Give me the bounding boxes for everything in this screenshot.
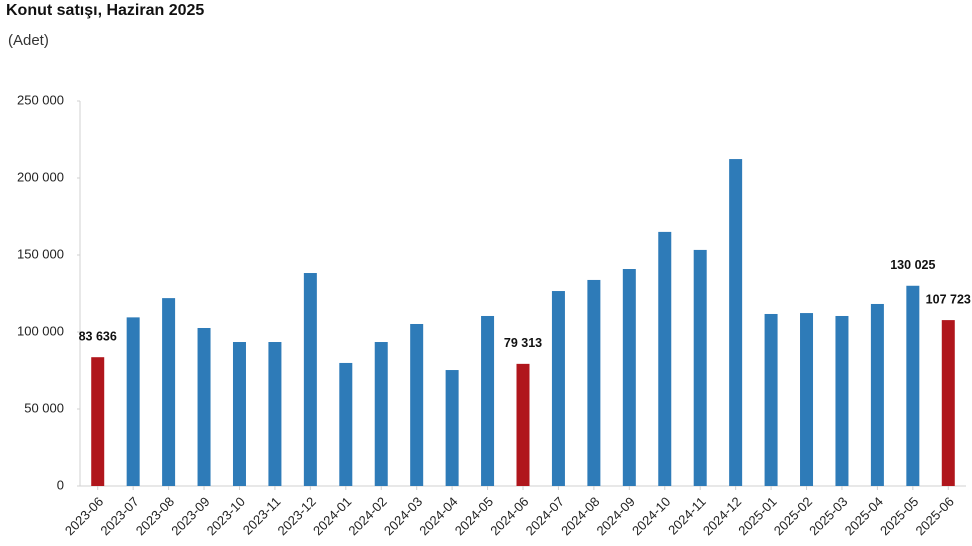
bar (410, 323, 424, 486)
chart-title: Konut satışı, Haziran 2025 (6, 2, 204, 19)
bar (162, 298, 176, 486)
bar (870, 303, 884, 486)
bar (268, 342, 282, 486)
bar (764, 313, 778, 486)
x-tick-label: 2023-06 (62, 494, 106, 538)
bar (339, 362, 353, 486)
x-tick-label: 2024-07 (523, 494, 567, 538)
x-tick-label: 2024-09 (594, 494, 638, 538)
x-tick-label: 2024-05 (452, 494, 496, 538)
bar (126, 317, 140, 486)
bar (481, 315, 495, 486)
x-tick-label: 2025-06 (912, 494, 956, 538)
y-tick-label: 150 000 (17, 246, 64, 261)
x-tick-label: 2025-02 (771, 494, 815, 538)
y-tick-label: 250 000 (17, 92, 64, 107)
x-tick-label: 2023-09 (168, 494, 212, 538)
bar (906, 285, 920, 486)
x-tick-label: 2024-01 (310, 494, 354, 538)
x-tick-label: 2024-10 (629, 494, 673, 538)
x-tick-label: 2024-06 (487, 494, 531, 538)
x-tick-label: 2023-07 (97, 494, 141, 538)
bar (303, 273, 317, 486)
bar (658, 231, 672, 486)
chart-subtitle: (Adet) (8, 32, 49, 49)
x-tick-label: 2025-04 (842, 494, 886, 538)
bar (91, 357, 105, 486)
x-tick-label: 2025-05 (877, 494, 921, 538)
x-tick-label: 2025-01 (735, 494, 779, 538)
x-tick-label: 2023-10 (204, 494, 248, 538)
x-tick-label: 2024-04 (416, 494, 460, 538)
bar (693, 249, 707, 486)
bar (374, 342, 388, 486)
bar (941, 320, 955, 486)
bar (622, 269, 636, 486)
y-tick-label: 100 000 (17, 323, 64, 338)
bar (587, 279, 601, 486)
y-tick-label: 0 (57, 477, 64, 492)
x-tick-label: 2024-08 (558, 494, 602, 538)
value-label: 107 723 (926, 292, 971, 306)
value-label: 130 025 (890, 258, 935, 272)
x-tick-label: 2024-02 (345, 494, 389, 538)
value-label: 79 313 (504, 336, 542, 350)
value-label: 83 636 (79, 329, 117, 343)
bar (445, 370, 459, 486)
bar (729, 159, 743, 487)
bar (232, 342, 246, 486)
x-tick-label: 2024-03 (381, 494, 425, 538)
x-tick-label: 2023-08 (133, 494, 177, 538)
x-tick-label: 2024-12 (700, 494, 744, 538)
bar (551, 291, 565, 486)
bar (516, 363, 530, 486)
x-tick-label: 2023-12 (275, 494, 319, 538)
bar (800, 313, 814, 486)
bar (835, 315, 849, 486)
x-tick-label: 2025-03 (806, 494, 850, 538)
y-tick-label: 200 000 (17, 169, 64, 184)
bar (197, 327, 211, 486)
y-tick-label: 50 000 (24, 400, 64, 415)
